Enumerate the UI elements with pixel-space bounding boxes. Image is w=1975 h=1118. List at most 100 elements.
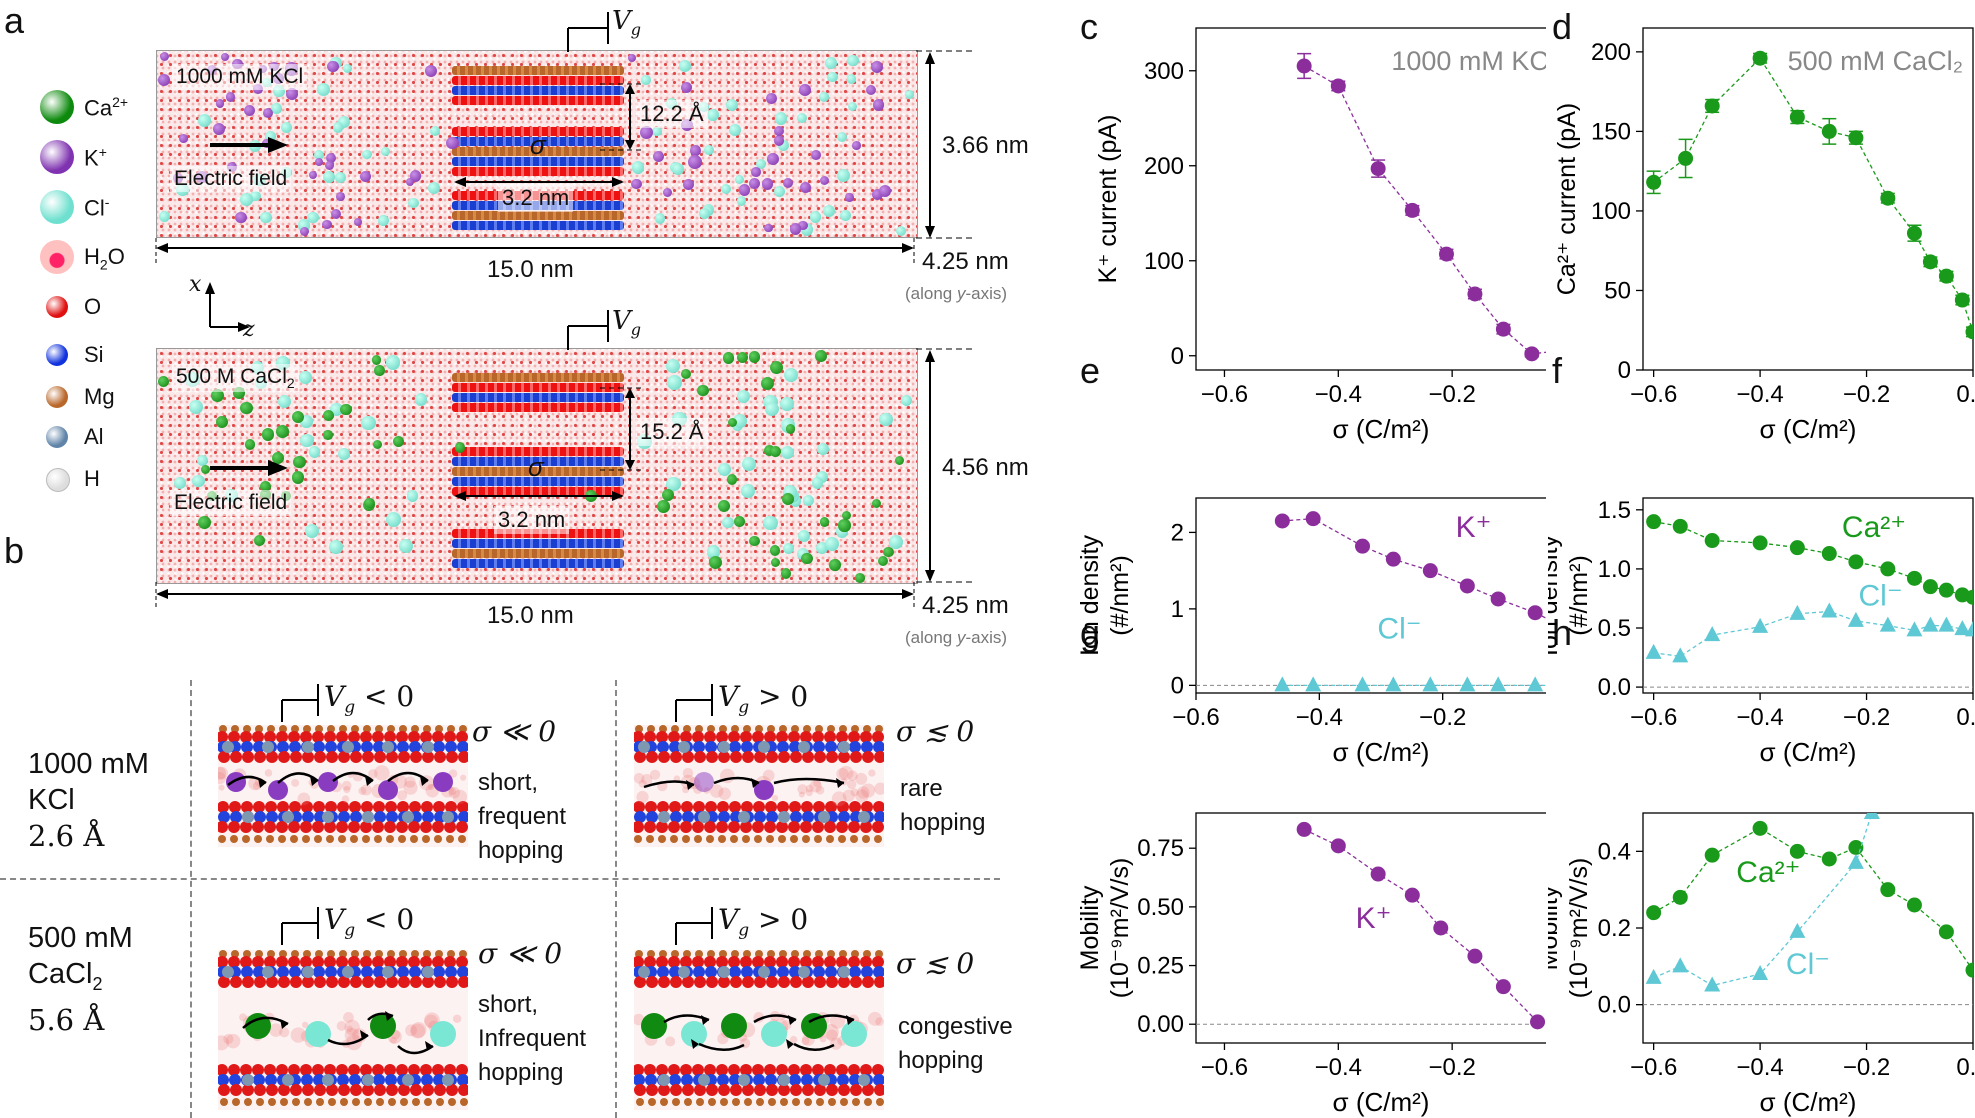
lattice-atom [792, 1098, 800, 1106]
aluminum-atom [402, 1074, 414, 1086]
y-axis-label: Mobility [1076, 885, 1104, 970]
series-annotation: Cl⁻ [1859, 579, 1903, 612]
chloride-ion [196, 454, 209, 467]
lattice-atom [824, 821, 836, 833]
legend-label-si: Si [84, 342, 104, 367]
lattice-atom [240, 731, 252, 743]
lattice-atom [360, 731, 372, 743]
lattice-atom [766, 1084, 778, 1096]
lattice-atom [740, 1064, 752, 1076]
aluminum-atom [262, 966, 274, 978]
lattice-atom [827, 725, 835, 733]
series-line-Ca2 [1653, 57, 1973, 333]
sim-top-height: 3.66 nm [942, 132, 1029, 159]
hop-arrow-head [425, 1041, 433, 1051]
calcium-ion [198, 515, 212, 529]
aluminum-atom [362, 1074, 374, 1086]
lattice-atom [729, 801, 741, 813]
lattice-atom [289, 966, 301, 978]
chloride-ion [699, 207, 711, 220]
data-point-Ca2 [1752, 50, 1768, 66]
lattice-atom [836, 731, 848, 743]
legend-swatch-si [46, 344, 68, 366]
hop-arrow-head [846, 1015, 854, 1025]
lattice-atom [337, 801, 349, 813]
data-point-K [1274, 513, 1290, 529]
lattice-atom [338, 1084, 350, 1096]
plot-frame-f [1642, 497, 1974, 694]
chloride-ion [305, 523, 320, 539]
lattice-atom [849, 966, 861, 978]
lattice-atom [704, 731, 716, 743]
water-haze [875, 1017, 884, 1026]
data-point-Cl [1789, 604, 1806, 620]
water-haze [389, 1036, 397, 1044]
lattice-atom [815, 950, 823, 958]
calcium-ion [749, 536, 760, 547]
lattice-atom [670, 811, 682, 823]
lattice-atom [266, 751, 278, 763]
lattice-atom [634, 821, 644, 833]
chloride-ion [764, 401, 779, 416]
lattice-atom [266, 1084, 278, 1096]
x-axis-label: σ (C/m²) [1760, 1087, 1857, 1117]
lattice-atom [288, 956, 300, 968]
lattice-atom [644, 821, 656, 833]
data-point-K [1527, 605, 1543, 621]
data-point-K [1524, 346, 1540, 362]
lattice-atom [741, 741, 753, 753]
y-tick-label: 50 [1604, 277, 1631, 304]
data-point-Cl [1847, 611, 1864, 627]
lattice-atom [730, 976, 742, 988]
water-haze [831, 791, 847, 807]
data-point-Cl [1821, 602, 1838, 618]
chloride-ion [260, 211, 272, 224]
lattice-atom [836, 821, 848, 833]
potassium-ion [243, 104, 256, 117]
x-axis-label: σ (C/m²) [1333, 414, 1430, 444]
lattice-atom [802, 1084, 814, 1096]
x-tick-label: −0.2 [1419, 704, 1466, 731]
lattice-atom [860, 821, 872, 833]
lattice-atom [384, 956, 396, 968]
lattice-atom [218, 751, 230, 763]
data-point-K [1467, 286, 1483, 302]
lattice-atom [336, 821, 348, 833]
lattice-atom [752, 821, 764, 833]
lattice-atom [408, 956, 420, 968]
lattice-atom [267, 725, 275, 733]
water-haze [448, 787, 457, 796]
x-tick-label: −0.4 [1736, 1054, 1783, 1081]
water-haze [823, 1024, 839, 1040]
lattice-atom [634, 1084, 646, 1096]
aluminum-atom [838, 966, 850, 978]
lattice-atom [338, 835, 346, 843]
y-tick-label: 0 [1171, 343, 1184, 370]
calcium-ion [680, 368, 692, 380]
hop-arrow [387, 771, 429, 782]
water-haze [857, 786, 870, 799]
lattice-atom [398, 976, 410, 988]
x-axis-label: σ (C/m²) [1760, 737, 1857, 767]
lattice-atom [456, 1064, 468, 1076]
sim-top-gate-symbol [567, 12, 609, 52]
calcium-ion [662, 489, 675, 502]
sim-bottom-gate-symbol [567, 310, 609, 350]
calcium-ion [374, 365, 385, 376]
legend-label-h: H [84, 466, 100, 491]
lattice-atom [789, 1074, 801, 1086]
lattice-atom [790, 835, 798, 843]
chloride-ion [192, 474, 206, 488]
snapshot-cacl2-negative [218, 950, 468, 1110]
lattice-atom [824, 731, 836, 743]
sim-top-depth: 4.25 nm [922, 248, 1009, 275]
lattice-atom [779, 950, 787, 958]
lattice-atom [705, 966, 717, 978]
lattice-atom [740, 821, 752, 833]
lattice-atom [694, 835, 702, 843]
sigma-kcl-positive: σ ≲ 0 [896, 715, 975, 748]
lattice-atom [658, 751, 670, 763]
lattice-atom [242, 976, 254, 988]
water-haze [842, 789, 855, 802]
lattice-atom [740, 731, 752, 743]
